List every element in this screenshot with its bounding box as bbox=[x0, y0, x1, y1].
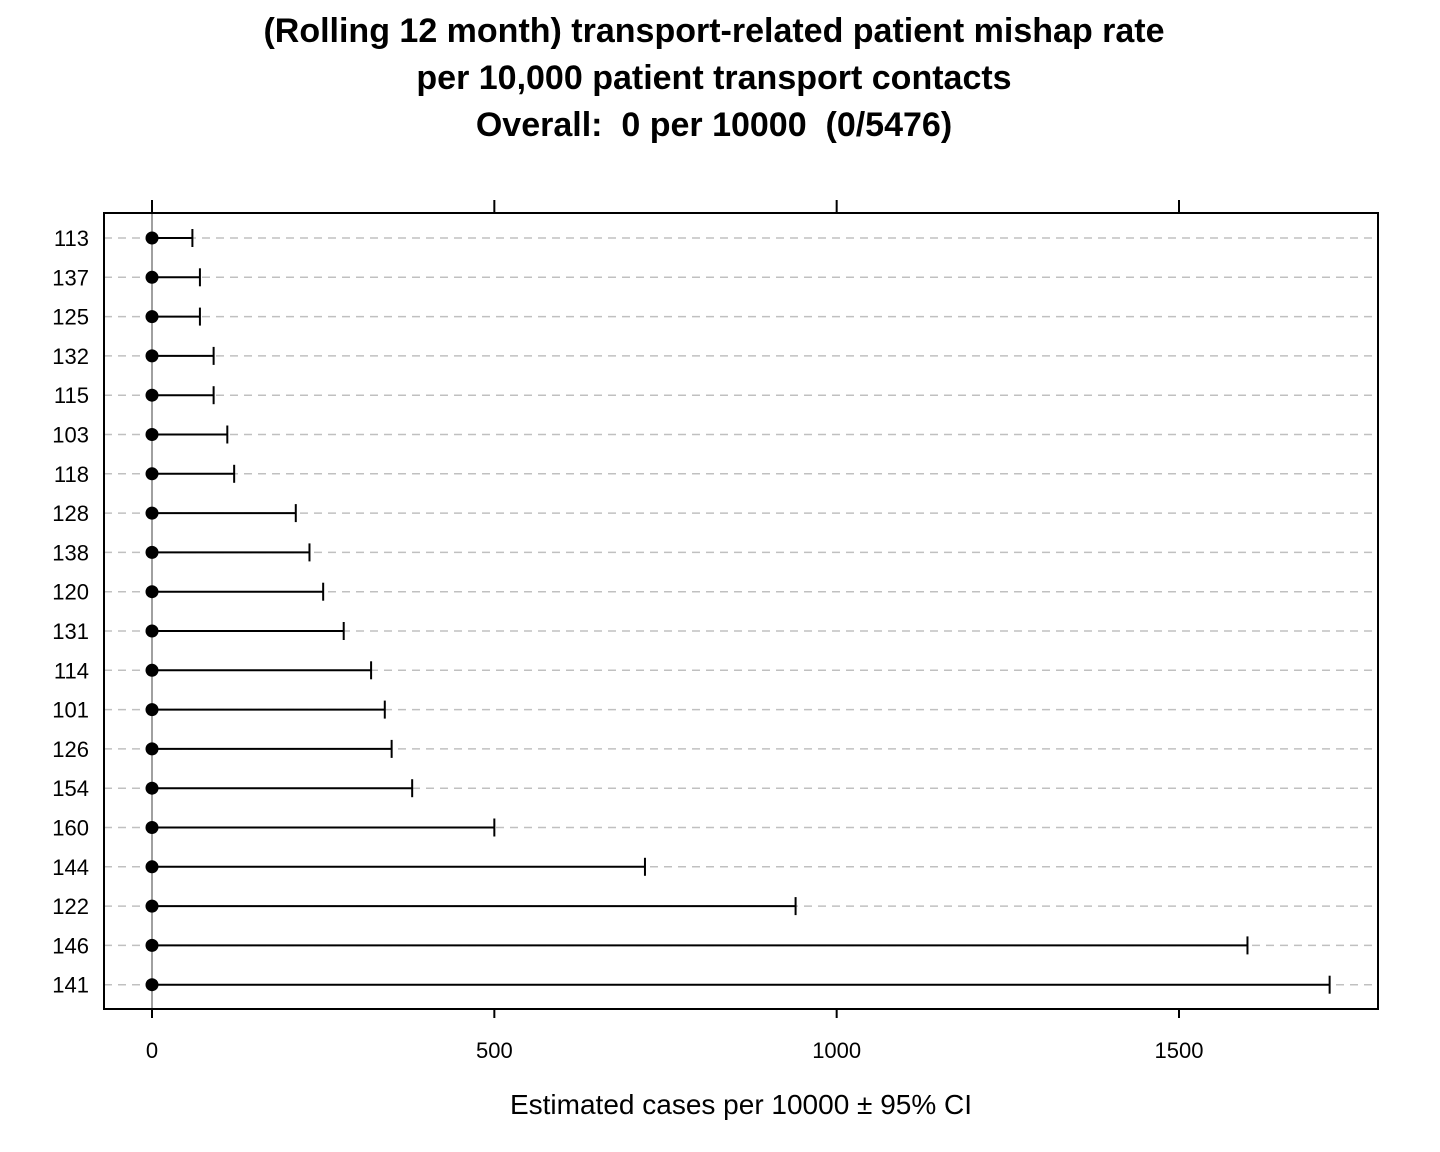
x-axis-title: Estimated cases per 10000 ± 95% CI bbox=[510, 1089, 972, 1120]
y-tick-label-122: 122 bbox=[52, 894, 89, 919]
plot-frame bbox=[103, 212, 1379, 1010]
chart-subtitle: Overall: 0 per 10000 (0/5476) bbox=[475, 106, 953, 144]
points-layer bbox=[145, 231, 159, 992]
data-point-125 bbox=[145, 310, 159, 324]
data-point-120 bbox=[145, 585, 159, 599]
data-point-154 bbox=[145, 781, 159, 795]
grid-layer bbox=[104, 237, 1378, 986]
x-tick-label-0: 0 bbox=[146, 1038, 158, 1063]
y-tick-label-120: 120 bbox=[52, 580, 89, 605]
y-tick-label-114: 114 bbox=[54, 658, 89, 683]
data-point-101 bbox=[145, 703, 159, 717]
data-point-146 bbox=[145, 938, 159, 952]
y-tick-label-125: 125 bbox=[52, 305, 89, 330]
data-point-132 bbox=[145, 349, 159, 363]
data-point-122 bbox=[145, 899, 159, 913]
y-tick-label-132: 132 bbox=[52, 344, 89, 369]
y-tick-label-137: 137 bbox=[52, 265, 89, 290]
y-tick-label-103: 103 bbox=[52, 423, 89, 448]
y-tick-label-115: 115 bbox=[54, 383, 89, 408]
chart-title: (Rolling 12 month) transport-related pat… bbox=[0, 8, 1428, 149]
x-tick-label-1000: 1000 bbox=[812, 1038, 861, 1063]
y-tick-label-126: 126 bbox=[52, 737, 89, 762]
y-tick-label-144: 144 bbox=[52, 855, 89, 880]
y-tick-label-113: 113 bbox=[54, 226, 89, 251]
data-point-160 bbox=[145, 821, 159, 834]
chart-title-line-2: per 10,000 patient transport contacts bbox=[416, 59, 1012, 97]
data-point-128 bbox=[145, 506, 159, 520]
data-point-113 bbox=[145, 231, 159, 245]
data-point-138 bbox=[145, 545, 159, 559]
y-tick-label-118: 118 bbox=[54, 462, 89, 487]
x-tick-label-1500: 1500 bbox=[1155, 1038, 1204, 1063]
data-point-115 bbox=[145, 388, 159, 402]
data-point-103 bbox=[145, 428, 159, 441]
data-point-114 bbox=[145, 663, 159, 677]
y-tick-label-138: 138 bbox=[52, 540, 89, 565]
y-tick-label-101: 101 bbox=[52, 698, 89, 723]
data-point-118 bbox=[145, 467, 159, 481]
chart-title-line-1: (Rolling 12 month) transport-related pat… bbox=[263, 12, 1165, 50]
labels-layer: 113 137 125 132 115 103 118 128 138 120 131 114 101 1… bbox=[52, 226, 1203, 1063]
data-point-141 bbox=[145, 978, 159, 992]
data-point-137 bbox=[145, 270, 159, 284]
data-point-126 bbox=[145, 742, 159, 756]
y-tick-label-131: 131 bbox=[52, 619, 89, 644]
y-tick-label-146: 146 bbox=[52, 933, 89, 958]
error-bars-layer bbox=[152, 229, 1331, 994]
y-tick-label-160: 160 bbox=[52, 816, 89, 841]
data-point-131 bbox=[145, 624, 159, 638]
x-tick-label-500: 500 bbox=[476, 1038, 513, 1063]
axes-layer bbox=[151, 200, 1180, 1018]
y-tick-label-128: 128 bbox=[52, 501, 89, 526]
data-point-144 bbox=[145, 860, 159, 874]
y-tick-label-141: 141 bbox=[52, 973, 89, 998]
y-tick-label-154: 154 bbox=[52, 776, 89, 801]
